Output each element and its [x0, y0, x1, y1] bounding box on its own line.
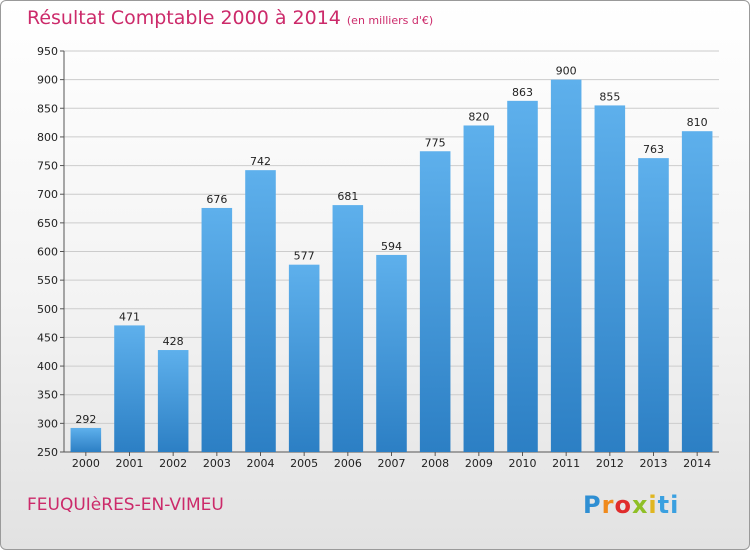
- proxiti-logo: Proxiti: [583, 491, 679, 519]
- chart-title-text: Résultat Comptable 2000 à 2014: [27, 7, 341, 29]
- chart-title: Résultat Comptable 2000 à 2014 (en millie…: [27, 7, 433, 29]
- y-tick-label: 650: [37, 217, 58, 230]
- data-label: 681: [337, 190, 358, 203]
- bar: [376, 254, 407, 452]
- data-label: 428: [163, 335, 184, 348]
- data-label: 775: [425, 136, 446, 149]
- data-label: 810: [687, 116, 708, 129]
- bar: [70, 427, 102, 452]
- logo-letter: x: [631, 491, 649, 519]
- data-label: 676: [206, 193, 227, 206]
- y-tick-label: 500: [37, 303, 58, 316]
- y-tick-label: 750: [37, 160, 58, 173]
- y-tick-label: 950: [37, 45, 58, 58]
- data-label: 471: [119, 310, 140, 323]
- bar: [419, 151, 451, 452]
- bar: [463, 125, 495, 452]
- x-tick-label: 2011: [552, 457, 580, 470]
- data-label: 742: [250, 155, 271, 168]
- logo-letter: i: [648, 491, 658, 519]
- location-name: FEUQUIèRES-EN-VIMEU: [27, 495, 224, 515]
- bar: [157, 350, 189, 452]
- x-tick-label: 2009: [465, 457, 493, 470]
- bar: [245, 170, 276, 452]
- x-tick-label: 2013: [640, 457, 668, 470]
- bar: [332, 205, 364, 452]
- data-label: 292: [75, 413, 96, 426]
- y-tick-label: 800: [37, 131, 58, 144]
- y-tick-label: 350: [37, 389, 58, 402]
- y-tick-label: 850: [37, 102, 58, 115]
- bar: [114, 325, 145, 452]
- y-tick-label: 400: [37, 360, 58, 373]
- x-tick-label: 2004: [247, 457, 275, 470]
- bar: [681, 131, 713, 452]
- x-tick-label: 2008: [421, 457, 449, 470]
- x-tick-label: 2010: [509, 457, 537, 470]
- bar: [594, 105, 626, 453]
- data-label: 577: [294, 250, 315, 263]
- logo-letter: P: [583, 491, 602, 519]
- y-tick-label: 550: [37, 274, 58, 287]
- bar: [288, 264, 320, 452]
- y-tick-label: 450: [37, 331, 58, 344]
- x-tick-label: 2000: [72, 457, 100, 470]
- data-label: 763: [643, 143, 664, 156]
- x-tick-label: 2012: [596, 457, 624, 470]
- bar: [507, 100, 538, 453]
- logo-letter: o: [614, 491, 632, 519]
- data-label: 594: [381, 240, 402, 253]
- x-tick-label: 2002: [159, 457, 187, 470]
- x-tick-label: 2001: [116, 457, 144, 470]
- x-tick-label: 2014: [683, 457, 711, 470]
- data-label: 863: [512, 86, 533, 99]
- x-tick-label: 2003: [203, 457, 231, 470]
- bar: [638, 158, 669, 453]
- logo-letter: r: [601, 491, 615, 519]
- bar: [201, 207, 233, 452]
- y-tick-label: 900: [37, 74, 58, 87]
- data-label: 900: [556, 65, 577, 78]
- bar: [550, 79, 582, 453]
- x-tick-label: 2005: [290, 457, 318, 470]
- logo-letter: ti: [657, 491, 680, 519]
- x-tick-label: 2006: [334, 457, 362, 470]
- y-tick-label: 600: [37, 246, 58, 259]
- data-label: 820: [468, 110, 489, 123]
- y-tick-label: 250: [37, 446, 58, 459]
- y-tick-label: 300: [37, 417, 58, 430]
- y-tick-label: 700: [37, 188, 58, 201]
- x-tick-label: 2007: [378, 457, 406, 470]
- data-label: 855: [599, 90, 620, 103]
- chart-subtitle: (en milliers d'€): [346, 14, 434, 27]
